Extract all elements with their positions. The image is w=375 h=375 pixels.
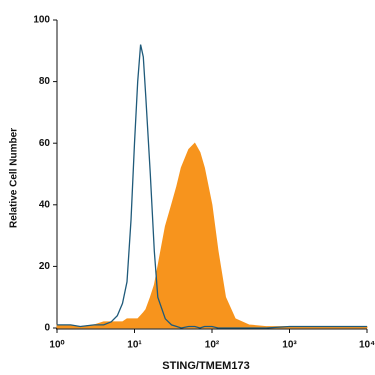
y-tick-label: 20: [39, 261, 51, 272]
x-tick-label: 10²: [205, 340, 220, 351]
x-tick-label: 10¹: [127, 340, 142, 351]
histogram-area: [56, 142, 368, 329]
y-tick-label: 80: [39, 76, 51, 87]
y-tick-label: 40: [39, 199, 51, 210]
x-tick-label: 10⁴: [359, 340, 375, 351]
histogram-line: [57, 44, 367, 329]
x-tick-label: 10⁰: [49, 340, 64, 351]
x-axis-label: STING/TMEM173: [162, 360, 249, 372]
y-axis-label: Relative Cell Number: [9, 128, 20, 228]
x-tick-label: 10³: [282, 340, 297, 351]
y-tick-label: 60: [39, 138, 51, 149]
y-tick-label: 100: [33, 15, 50, 26]
y-tick-label: 0: [44, 323, 50, 334]
